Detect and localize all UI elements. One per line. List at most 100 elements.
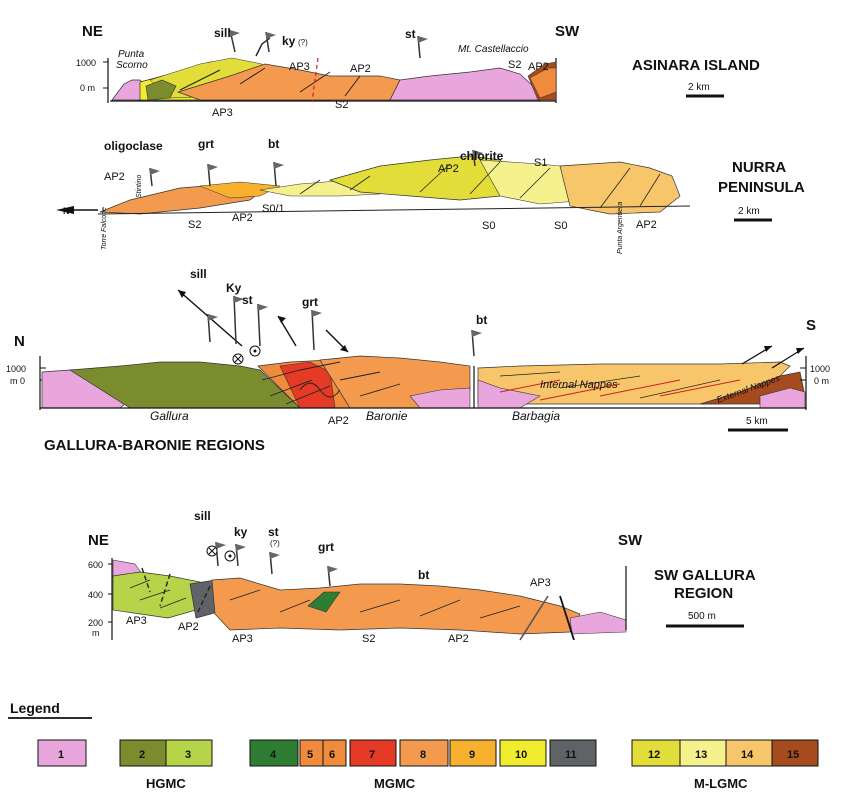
nurra-oligoclase: oligoclase [104,139,163,153]
gallura-st: st [242,293,253,307]
legend-swatch-5-6: 5 6 [299,739,347,767]
legend-swatch-3: 3 [165,739,213,767]
nurra-title-1: NURRA [732,159,786,176]
nurra-title-2: PENINSULA [718,179,805,196]
svg-text:4: 4 [270,749,277,761]
svg-text:13: 13 [695,749,707,761]
svg-text:11: 11 [565,749,577,761]
nurra-torre-falcone: Torre Falcone [101,207,108,250]
nurra-ap2-west: AP2 [104,171,125,183]
asinara-ne-label: NE [82,23,103,40]
asinara-scorno: Scorno [116,60,148,71]
swgallura-ap3-west: AP3 [126,615,147,627]
swgallura-y200: 200 [88,618,103,628]
swgallura-title-2: REGION [674,585,733,602]
swgallura-sill: sill [194,509,211,523]
swgallura-title-1: SW GALLURA [654,567,756,584]
nurra-bt: bt [268,137,279,151]
asinara-ap2-center: AP2 [350,63,371,75]
gallura-bt: bt [476,313,487,327]
gallura-s-label: S [806,317,816,334]
nurra-s0-b: S0 [554,220,567,232]
legend-title: Legend [10,700,60,716]
gallura-internal-nappes: Internal Nappes [540,379,618,391]
swgallura-section [108,541,627,641]
nurra-unit-14 [559,161,681,215]
asinara-unit-5 [529,67,557,99]
svg-text:9: 9 [469,749,475,761]
north-arrow-n: N [63,206,70,216]
asinara-ap3-bottom: AP3 [212,107,233,119]
nurra-s0-a: S0 [482,220,495,232]
svg-text:12: 12 [648,749,660,761]
asinara-unit-2 [145,79,177,101]
asinara-y1000: 1000 [76,58,96,68]
nurra-grt: grt [198,137,214,151]
svg-text:3: 3 [185,749,191,761]
asinara-ap3-top: AP3 [289,61,310,73]
gallura-ky: Ky [226,281,242,295]
legend-swatch-10: 10 [499,739,547,767]
swgallura-y400: 400 [88,590,103,600]
swgallura-ky: ky [234,525,248,539]
svg-text:8: 8 [420,749,426,761]
svg-text:6: 6 [329,749,335,761]
swgallura-st-q: (?) [270,539,280,548]
nurra-s1: S1 [534,157,547,169]
gallura-n-label: N [14,333,25,350]
nurra-s01: S0/1 [262,203,285,215]
svg-text:14: 14 [741,749,754,761]
nurra-section: N [56,149,691,216]
swgallura-ym: m [92,628,100,638]
legend-swatch-15: 15 [771,739,819,767]
gallura-y1000-right: 1000 [810,364,830,374]
gallura-unit-1-baronie [409,387,471,409]
asinara-st: st [405,27,416,41]
north-arrow [56,206,74,214]
nurra-ap2-central: AP2 [232,212,253,224]
gallura-grt: grt [302,295,318,309]
nurra-chlorite: chlorite [460,149,504,163]
legend-swatch-8: 8 [399,739,449,767]
legend-swatch-9: 9 [449,739,497,767]
swgallura-st: st [268,525,279,539]
nurra-s2: S2 [188,219,201,231]
asinara-sill: sill [214,26,231,40]
legend-swatch-2: 2 [119,739,167,767]
svg-text:5: 5 [307,749,313,761]
gallura-y0-left: m 0 [10,376,25,386]
swgallura-s2: S2 [362,633,375,645]
gallura-unit-1-barbagia [477,379,541,409]
legend-swatch-12: 12 [631,739,681,767]
gallura-scale-label: 5 km [746,416,768,427]
legend-swatch-1: 1 [37,739,87,767]
legend-group-mlgmc: M-LGMC [694,776,748,791]
svg-text:10: 10 [515,749,527,761]
svg-text:7: 7 [369,749,375,761]
asinara-castellaccio: Mt. Castellaccio [458,44,529,55]
swgallura-y600: 600 [88,560,103,570]
asinara-y0: 0 m [80,83,95,93]
swgallura-scale-label: 500 m [688,611,716,622]
asinara-ap2-right: AP2 [528,61,549,73]
svg-text:1: 1 [58,749,64,761]
asinara-section [103,29,557,103]
gallura-region-gallura: Gallura [150,409,189,423]
asinara-unit-8 [176,63,401,101]
gallura-y0-right: 0 m [814,376,829,386]
gallura-y1000-left: 1000 [6,364,26,374]
swgallura-ap2-west: AP2 [178,621,199,633]
swgallura-bt: bt [418,568,429,582]
swgallura-ap2-east: AP2 [448,633,469,645]
gallura-unit-1-east [759,387,806,409]
asinara-ky-q: (?) [298,38,308,47]
svg-text:2: 2 [139,749,145,761]
gallura-ap2: AP2 [328,415,349,427]
nurra-argentiera: Punta Argentiera [617,202,624,254]
legend-swatch-4: 4 [249,739,299,767]
asinara-scale-label: 2 km [688,82,710,93]
swgallura-grt: grt [318,540,334,554]
swgallura-unit-3 [112,571,201,619]
legend-swatch-13: 13 [679,739,727,767]
